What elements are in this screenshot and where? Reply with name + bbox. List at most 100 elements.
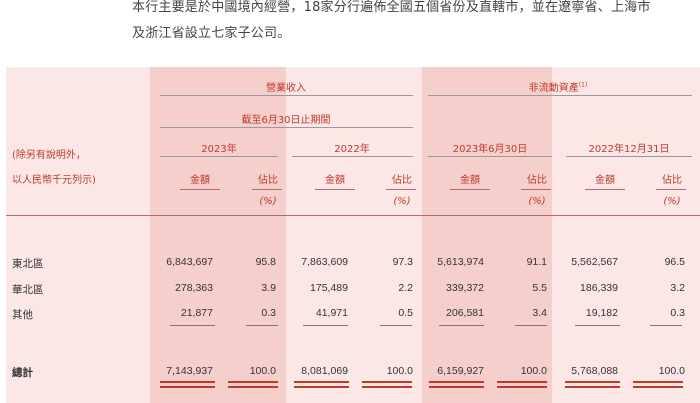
cell: 0.3	[261, 307, 276, 319]
subtotal-rule-1	[170, 325, 215, 326]
total-underline-1a	[160, 381, 215, 383]
total-cell: 6,159,927	[437, 365, 484, 377]
total-underline-3a	[294, 381, 349, 383]
header-revenue: 營業收入	[266, 83, 306, 94]
row-label-north: 華北區	[12, 284, 44, 296]
rule-years-3	[428, 156, 552, 157]
cell: 2.2	[398, 282, 413, 294]
total-underline-5a	[429, 381, 484, 383]
rule-years-1	[160, 156, 278, 157]
total-cell: 100.0	[386, 365, 413, 377]
header-date-2023-06-30: 2023年6月30日	[452, 144, 528, 155]
total-underline-8b	[633, 386, 683, 388]
cell: 21,877	[180, 307, 213, 319]
rule-sub-6	[521, 189, 551, 190]
subtotal-rule-4	[380, 325, 412, 326]
rule-sub-3	[315, 189, 355, 190]
cell: 206,581	[446, 307, 484, 319]
subtotal-rule-8	[650, 325, 682, 326]
total-underline-7a	[565, 381, 620, 383]
total-underline-8a	[633, 381, 683, 383]
cell: 5.5	[532, 282, 547, 294]
total-cell: 100.0	[520, 365, 547, 377]
rule-years-4	[566, 156, 692, 157]
col-ratio-2: 佔比	[392, 175, 412, 186]
cell: 91.1	[526, 256, 547, 268]
rule-period	[160, 127, 413, 128]
col-amount-1: 金額	[190, 175, 210, 186]
cell: 3.2	[670, 282, 685, 294]
cell: 186,339	[580, 282, 618, 294]
cell: 175,489	[310, 282, 348, 294]
rule-revenue	[160, 95, 413, 96]
header-date-2022-12-31: 2022年12月31日	[588, 144, 670, 155]
footnote-marker: (1)	[578, 81, 588, 89]
total-cell: 100.0	[658, 365, 685, 377]
subtotal-rule-7	[575, 325, 620, 326]
cell: 96.5	[664, 256, 685, 268]
pct-unit-1: (%)	[259, 196, 277, 207]
cell: 5,613,974	[437, 256, 484, 268]
rule-sub-8	[656, 189, 686, 190]
cell: 7,863,609	[301, 256, 348, 268]
header-non-current-assets: 非流動資產(1)	[529, 79, 588, 94]
col-amount-3: 金額	[460, 175, 480, 186]
header-baseline	[6, 215, 700, 216]
row-label-northeast: 東北區	[12, 258, 44, 270]
cell: 41,971	[315, 307, 348, 319]
pct-unit-3: (%)	[528, 196, 546, 207]
total-underline-6a	[497, 381, 547, 383]
rule-sub-4	[386, 189, 416, 190]
stub-line-2: 以人民幣千元列示)	[12, 175, 96, 186]
cell: 97.3	[392, 256, 413, 268]
total-cell: 8,081,069	[301, 365, 348, 377]
total-cell: 5,768,088	[571, 365, 618, 377]
col-shade-1	[150, 67, 286, 403]
col-ratio-1: 佔比	[258, 175, 278, 186]
rule-sub-7	[585, 189, 625, 190]
cell: 95.8	[255, 256, 276, 268]
cell: 0.5	[398, 307, 413, 319]
cell: 278,363	[175, 282, 213, 294]
col-ratio-3: 佔比	[527, 175, 547, 186]
total-underline-2a	[228, 381, 278, 383]
total-underline-4a	[362, 381, 412, 383]
cell: 0.3	[670, 307, 685, 319]
col-amount-2: 金額	[325, 175, 345, 186]
total-cell: 100.0	[249, 365, 276, 377]
pct-unit-2: (%)	[393, 196, 411, 207]
total-underline-5b	[429, 386, 484, 388]
subtotal-rule-5	[439, 325, 484, 326]
subtotal-rule-6	[515, 325, 547, 326]
table-panel	[6, 67, 700, 403]
rule-sub-2	[252, 189, 282, 190]
rule-sub-5	[450, 189, 490, 190]
header-year-2023: 2023年	[201, 144, 237, 155]
header-non-current-assets-text: 非流動資產	[528, 83, 579, 94]
total-underline-1b	[160, 386, 215, 388]
subtotal-rule-2	[246, 325, 278, 326]
cell: 19,182	[585, 307, 618, 319]
cell: 6,843,697	[166, 256, 213, 268]
cell: 3.4	[532, 307, 547, 319]
total-underline-7b	[565, 386, 620, 388]
cell: 3.9	[261, 282, 276, 294]
subtotal-rule-3	[303, 325, 348, 326]
rule-assets	[428, 95, 692, 96]
cell: 339,372	[446, 282, 484, 294]
rule-sub-1	[180, 189, 220, 190]
total-cell: 7,143,937	[166, 365, 213, 377]
col-amount-4: 金額	[595, 175, 615, 186]
total-underline-4b	[362, 386, 412, 388]
header-period: 截至6月30日止期間	[241, 115, 331, 126]
row-label-other: 其他	[12, 309, 33, 321]
col-ratio-4: 佔比	[662, 175, 682, 186]
total-underline-3b	[294, 386, 349, 388]
intro-line-2: 及浙江省設立七家子公司。	[132, 26, 291, 41]
total-underline-2b	[228, 386, 278, 388]
intro-line-1: 本行主要是於中國境內經營，18家分行遍佈全國五個省份及直轄市，並在遼寧省、上海市	[132, 0, 651, 15]
stub-line-1: (除另有說明外，	[12, 150, 86, 161]
cell: 5,562,567	[571, 256, 618, 268]
col-shade-2	[422, 67, 552, 403]
pct-unit-4: (%)	[663, 196, 681, 207]
